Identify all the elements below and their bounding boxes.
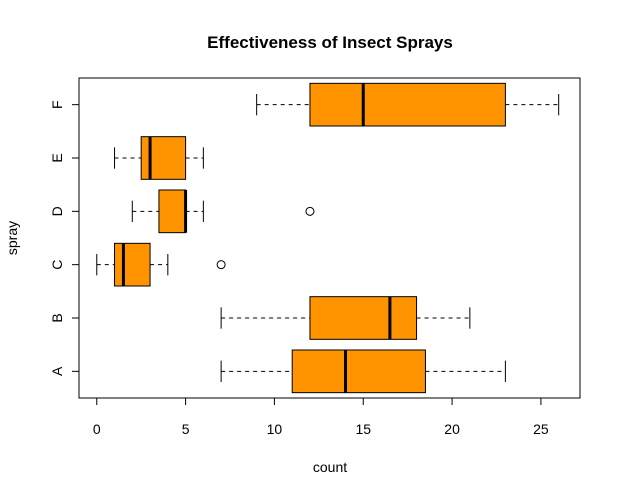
x-axis-label: count [313, 459, 347, 475]
x-tick-label: 15 [355, 421, 371, 437]
iqr-box [140, 136, 187, 180]
x-tick-label: 5 [182, 421, 190, 437]
box-A [220, 349, 506, 394]
x-tick-label: 10 [267, 421, 283, 437]
x-tick-label: 0 [93, 421, 101, 437]
iqr-box [158, 189, 187, 234]
y-tick-label: B [49, 313, 65, 322]
x-axis: 0 5 10 15 20 25 [93, 397, 549, 437]
y-tick-label: E [49, 153, 65, 162]
y-axis-label: spray [4, 221, 20, 255]
iqr-box [309, 82, 506, 127]
x-tick-label: 25 [533, 421, 549, 437]
iqr-box [291, 349, 426, 394]
boxes-layer [96, 82, 560, 394]
chart-title: Effectiveness of Insect Sprays [207, 33, 453, 52]
y-tick-label: C [49, 260, 65, 270]
iqr-box [309, 296, 418, 340]
outlier-point [305, 206, 315, 216]
x-tick-label: 20 [444, 421, 460, 437]
y-axis: A B C D E F [49, 100, 80, 376]
box-D [131, 189, 315, 234]
box-C [96, 242, 226, 287]
box-F [256, 82, 560, 127]
y-tick-label: D [49, 206, 65, 216]
box-E [114, 136, 204, 180]
y-tick-label: F [49, 100, 65, 109]
box-B [220, 296, 471, 340]
iqr-box [114, 242, 151, 287]
y-tick-label: A [49, 366, 65, 376]
outlier-point [216, 260, 226, 270]
